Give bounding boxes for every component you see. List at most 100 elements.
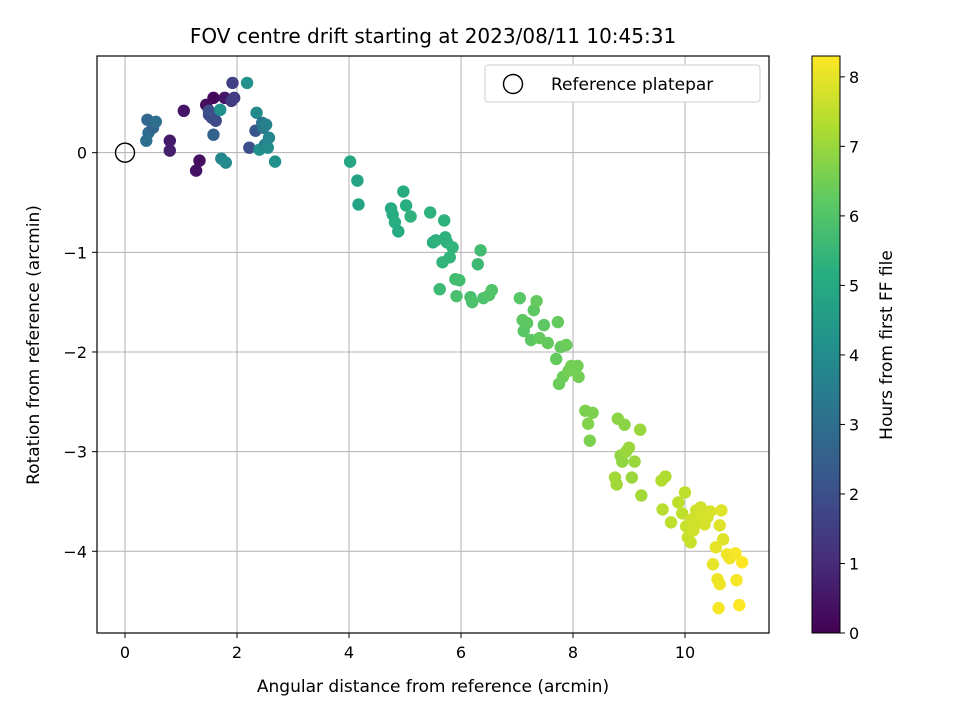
- x-tick-label: 8: [568, 643, 578, 662]
- y-axis-label: Rotation from reference (arcmin): [24, 205, 44, 485]
- data-point: [550, 352, 563, 366]
- data-point: [622, 441, 636, 454]
- data-point: [450, 289, 463, 303]
- data-point: [664, 516, 678, 529]
- data-point: [177, 104, 190, 118]
- colorbar-tick-label: 5: [849, 276, 859, 295]
- data-point: [207, 128, 220, 141]
- data-point: [163, 144, 176, 157]
- data-point: [704, 505, 717, 518]
- colorbar-tick-label: 8: [849, 68, 859, 87]
- colorbar-tick-label: 1: [849, 554, 859, 573]
- data-point: [676, 507, 689, 520]
- colorbar-label: Hours from first FF file: [877, 250, 897, 440]
- data-point: [262, 131, 276, 144]
- data-point: [163, 134, 176, 147]
- colorbar-gradient: [811, 55, 841, 634]
- x-tick-label: 2: [232, 643, 242, 662]
- data-point: [581, 417, 595, 430]
- data-point: [404, 210, 417, 223]
- data-point: [635, 489, 648, 502]
- legend: Reference platepar: [484, 64, 761, 103]
- data-point: [474, 244, 487, 257]
- y-tick-label: −4: [63, 542, 87, 561]
- data-point: [572, 370, 585, 384]
- data-point: [202, 104, 216, 118]
- data-point: [429, 234, 442, 247]
- plot-frame: [96, 55, 770, 634]
- colorbar-tick-label: 0: [849, 624, 859, 643]
- data-point: [625, 471, 638, 484]
- colorbar-tick-label: 7: [849, 137, 859, 156]
- data-point: [634, 423, 647, 436]
- reference-marker-icon: [114, 142, 136, 163]
- data-point: [352, 198, 365, 211]
- data-point: [551, 315, 565, 329]
- data-point: [513, 291, 526, 305]
- data-point: [209, 114, 222, 127]
- data-point: [730, 573, 743, 587]
- x-tick-label: 6: [456, 643, 466, 662]
- data-point: [656, 503, 669, 516]
- colorbar-tick-label: 6: [849, 207, 859, 226]
- data-point: [485, 283, 498, 297]
- data-points: [140, 76, 749, 615]
- data-point: [628, 455, 641, 468]
- data-point: [616, 455, 629, 468]
- reference-marker-group: [114, 142, 136, 163]
- data-point: [351, 174, 364, 187]
- colorbar: 0 1 2 3 4 5 6 7 8 Hours from first FF file: [811, 55, 897, 643]
- data-point: [466, 295, 479, 309]
- data-point: [149, 115, 162, 128]
- data-point: [226, 76, 239, 90]
- x-axis-label: Angular distance from reference (arcmin): [257, 677, 609, 697]
- legend-marker-icon: [502, 73, 524, 95]
- data-point: [243, 141, 256, 154]
- data-point: [453, 274, 466, 287]
- data-point: [397, 185, 410, 198]
- colorbar-tick-label: 2: [849, 485, 859, 504]
- legend-entry: Reference platepar: [551, 75, 713, 95]
- x-axis: 0 2 4 6 8 10: [120, 633, 695, 662]
- data-point: [520, 316, 534, 330]
- data-point: [240, 76, 254, 90]
- y-tick-label: 0: [77, 144, 87, 163]
- colorbar-tick-label: 4: [849, 346, 859, 365]
- chart-title: FOV centre drift starting at 2023/08/11 …: [190, 24, 676, 48]
- data-point: [228, 91, 241, 105]
- y-tick-label: −3: [63, 443, 87, 462]
- data-point: [583, 434, 596, 447]
- data-point: [735, 556, 749, 569]
- data-point: [392, 225, 405, 238]
- colorbar-ticks: 0 1 2 3 4 5 6 7 8: [840, 68, 859, 643]
- x-tick-label: 4: [344, 643, 354, 662]
- data-point: [618, 418, 631, 431]
- data-point: [537, 318, 551, 332]
- x-tick-label: 10: [675, 643, 695, 662]
- data-point: [424, 206, 437, 219]
- data-point: [610, 478, 623, 491]
- y-tick-label: −2: [63, 343, 87, 362]
- data-point: [709, 541, 722, 554]
- data-point: [530, 294, 543, 308]
- data-point: [261, 141, 274, 154]
- data-point: [733, 598, 746, 612]
- data-point: [716, 533, 730, 546]
- x-tick-label: 0: [120, 643, 130, 662]
- data-point: [678, 486, 692, 499]
- y-axis: −4 −3 −2 −1 0: [63, 144, 97, 561]
- data-point: [713, 577, 726, 591]
- data-point: [729, 547, 742, 560]
- data-point: [433, 282, 446, 296]
- grid: [97, 56, 769, 633]
- data-point: [140, 134, 153, 147]
- data-point: [471, 258, 484, 271]
- data-point: [193, 154, 206, 167]
- data-point: [571, 359, 584, 373]
- colorbar-tick-label: 3: [849, 415, 859, 434]
- data-point: [443, 251, 456, 264]
- data-point: [706, 558, 720, 571]
- data-point: [259, 118, 273, 131]
- data-point: [715, 504, 728, 517]
